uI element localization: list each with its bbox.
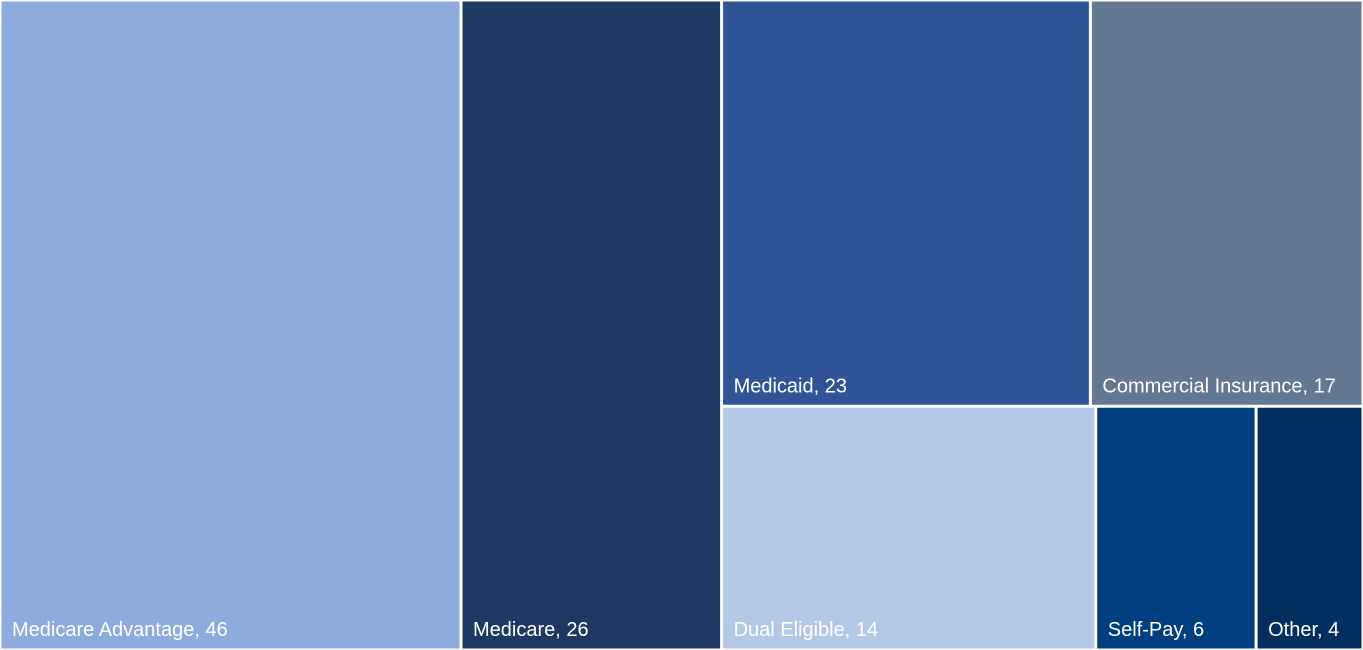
- tile-label: Medicare, 26: [473, 619, 589, 641]
- tile: [1091, 1, 1362, 405]
- tile-label: Dual Eligible, 14: [734, 619, 879, 641]
- tile-label: Commercial Insurance, 17: [1102, 375, 1335, 397]
- tile: [1097, 407, 1255, 649]
- tile: [462, 1, 721, 649]
- tile: [1, 1, 460, 649]
- tile-label: Medicare Advantage, 46: [12, 619, 228, 641]
- tile: [723, 1, 1089, 405]
- tile-label: Medicaid, 23: [734, 375, 847, 397]
- tile-label: Other, 4: [1268, 619, 1339, 641]
- tile-label: Self-Pay, 6: [1108, 619, 1204, 641]
- tile: [1257, 407, 1362, 649]
- tile: [723, 407, 1095, 649]
